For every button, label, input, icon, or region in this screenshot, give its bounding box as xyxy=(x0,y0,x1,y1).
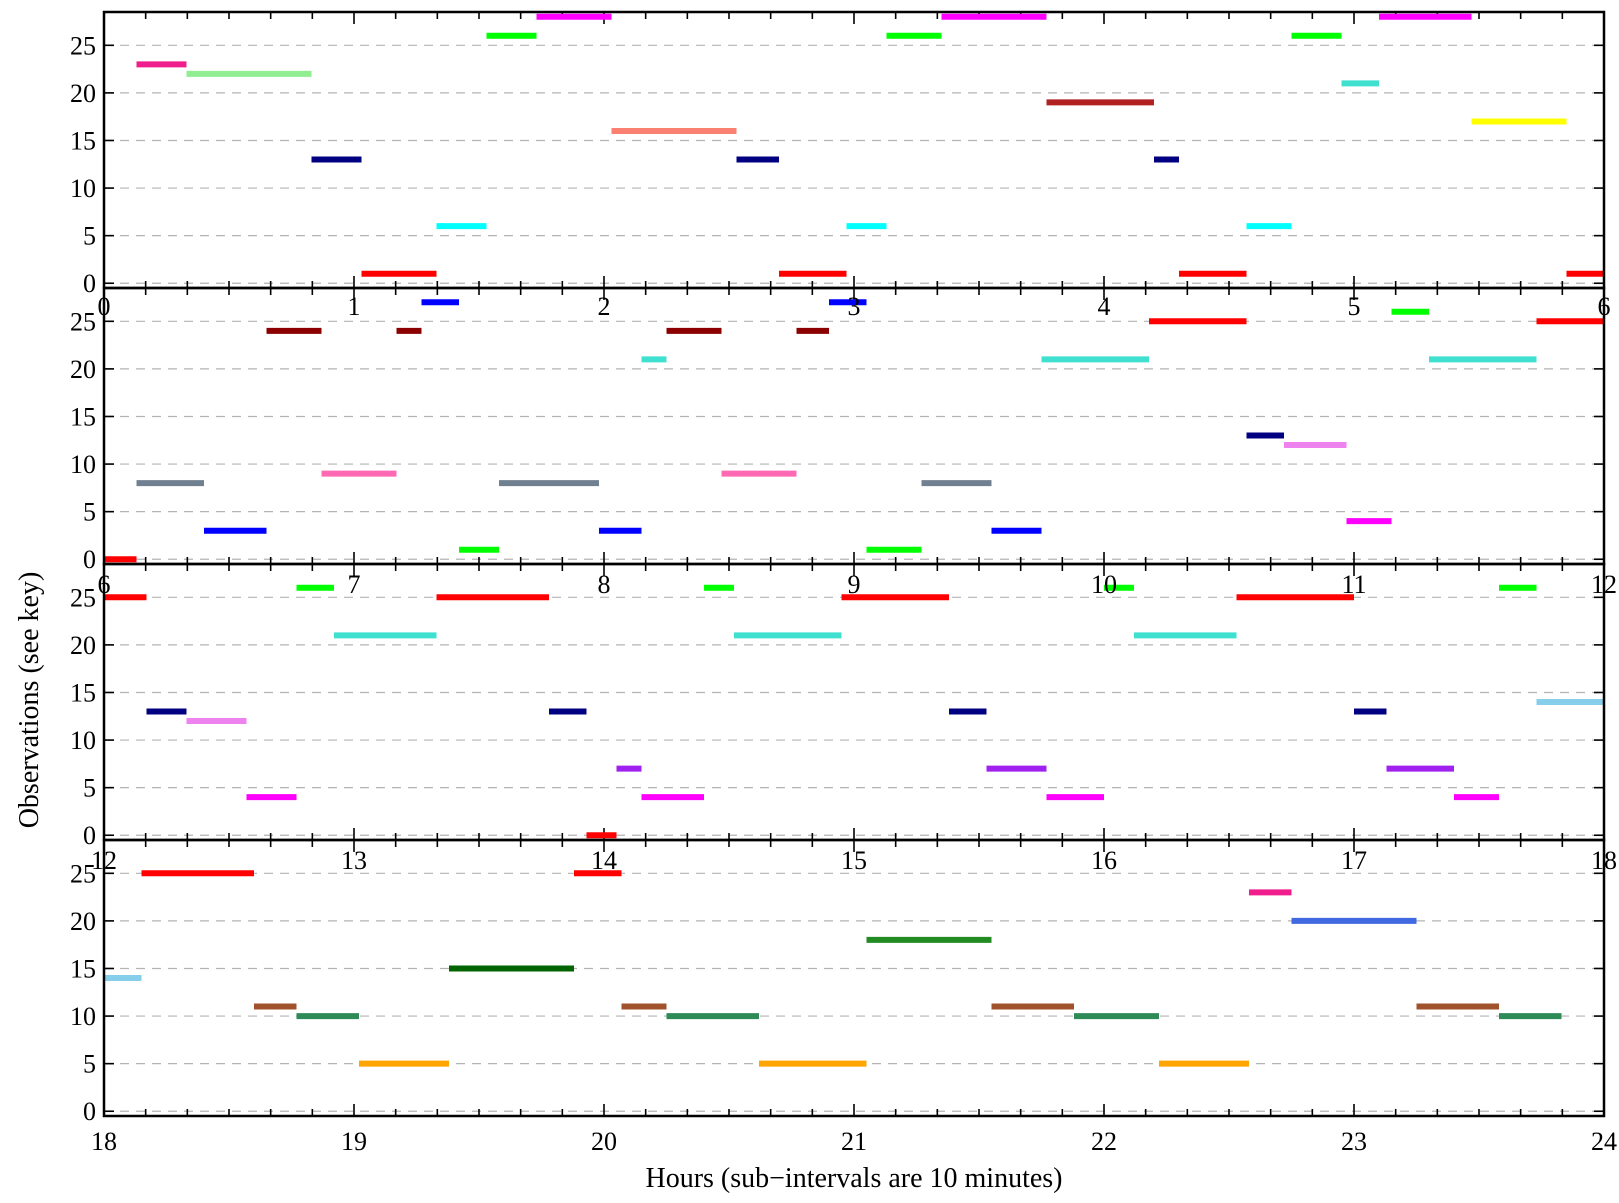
y-tick-label: 25 xyxy=(70,307,96,336)
x-tick-label: 21 xyxy=(841,1127,867,1156)
y-tick-label: 5 xyxy=(83,1050,96,1079)
panel-frame xyxy=(102,838,1606,1118)
y-tick-label: 20 xyxy=(70,355,96,384)
y-tick-label: 25 xyxy=(70,583,96,612)
x-tick-label: 19 xyxy=(341,1127,367,1156)
x-tick-label: 6 xyxy=(98,570,111,599)
x-tick-label: 10 xyxy=(1091,570,1117,599)
y-tick-label: 20 xyxy=(70,631,96,660)
x-tick-label: 5 xyxy=(1348,292,1361,321)
x-tick-label: 8 xyxy=(598,570,611,599)
x-tick-label: 3 xyxy=(848,292,861,321)
y-tick-label: 25 xyxy=(70,31,96,60)
x-tick-label: 0 xyxy=(98,292,111,321)
x-tick-label: 23 xyxy=(1341,1127,1367,1156)
x-tick-label: 1 xyxy=(348,292,361,321)
y-tick-label: 0 xyxy=(83,821,96,850)
x-tick-label: 11 xyxy=(1341,570,1366,599)
x-tick-label: 4 xyxy=(1098,292,1111,321)
y-tick-label: 5 xyxy=(83,774,96,803)
y-tick-label: 10 xyxy=(70,450,96,479)
x-tick-label: 22 xyxy=(1091,1127,1117,1156)
y-tick-label: 0 xyxy=(83,545,96,574)
x-tick-label: 24 xyxy=(1591,1127,1617,1156)
x-axis-label: Hours (sub−intervals are 10 minutes) xyxy=(645,1163,1062,1194)
x-tick-label: 2 xyxy=(598,292,611,321)
x-tick-label: 15 xyxy=(841,846,867,875)
x-tick-label: 6 xyxy=(1598,292,1611,321)
y-tick-label: 0 xyxy=(83,269,96,298)
x-tick-label: 7 xyxy=(348,570,361,599)
x-tick-label: 12 xyxy=(1591,570,1617,599)
x-tick-label: 14 xyxy=(591,846,617,875)
y-tick-label: 10 xyxy=(70,726,96,755)
x-tick-label: 17 xyxy=(1341,846,1367,875)
x-tick-label: 20 xyxy=(591,1127,617,1156)
y-tick-label: 15 xyxy=(70,678,96,707)
y-tick-label: 15 xyxy=(70,954,96,983)
y-tick-label: 20 xyxy=(70,79,96,108)
y-tick-label: 10 xyxy=(70,1002,96,1031)
panel-frame xyxy=(102,10,1606,290)
x-tick-label: 18 xyxy=(1591,846,1617,875)
x-tick-label: 12 xyxy=(91,846,117,875)
y-tick-label: 15 xyxy=(70,402,96,431)
y-tick-label: 0 xyxy=(83,1097,96,1126)
panel-frame xyxy=(102,562,1606,842)
x-tick-label: 9 xyxy=(848,570,861,599)
x-tick-label: 16 xyxy=(1091,846,1117,875)
y-tick-label: 5 xyxy=(83,222,96,251)
x-tick-label: 18 xyxy=(91,1127,117,1156)
y-tick-label: 10 xyxy=(70,174,96,203)
y-tick-label: 5 xyxy=(83,498,96,527)
y-axis-label: Observations (see key) xyxy=(14,572,45,829)
x-tick-label: 13 xyxy=(341,846,367,875)
y-tick-label: 15 xyxy=(70,126,96,155)
y-tick-label: 20 xyxy=(70,907,96,936)
y-tick-label: 25 xyxy=(70,859,96,888)
